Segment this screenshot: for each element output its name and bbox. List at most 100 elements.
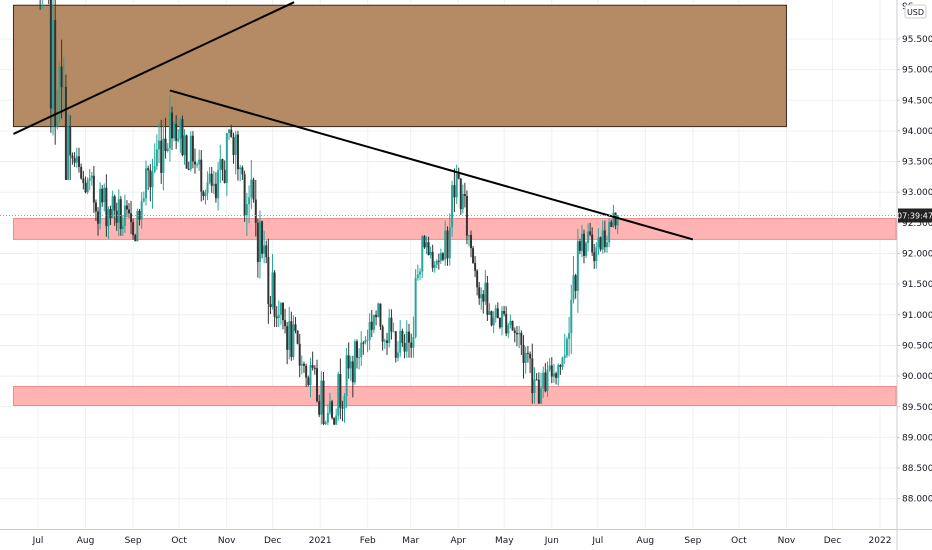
candle-up [396,352,399,358]
candle-up [158,140,161,150]
candle-down [200,159,203,192]
candle-up [405,331,408,352]
candle-up [300,363,303,366]
x-tick-label: Aug [637,536,655,546]
candle-up [219,159,222,170]
price-tag [898,208,932,223]
candle-up [533,379,536,394]
candle-down [170,112,173,139]
candle-down [446,230,449,259]
trendline[interactable] [169,89,694,241]
candle-down [550,365,553,377]
candle-up [501,310,504,328]
candle-down [362,342,365,344]
candle-down [457,173,460,179]
candle-up [606,242,609,248]
y-tick-label: 94.500 [902,96,932,106]
y-tick-label: 93.500 [902,158,932,168]
candle-down [453,185,456,198]
candle-down [69,126,72,156]
x-tick-label: Jul [591,536,603,546]
currency-label: USD [907,8,924,17]
candle-down [284,320,287,327]
y-tick-label: 92.500 [902,219,932,229]
candle-down [578,241,581,251]
candle-down [232,137,235,155]
candle-up [292,324,295,357]
candle-down [313,367,316,369]
candle-up [612,212,615,228]
candle-down [513,330,516,333]
candle-up [435,260,438,265]
candle-down [441,253,444,260]
candle-down [185,135,188,169]
candle-down [370,321,373,330]
candle-down [531,358,534,394]
candle-down [290,321,293,357]
candle-up [392,331,395,333]
candle-down [241,167,244,175]
candle-down [614,212,617,226]
candle-down [486,282,489,315]
candle-down [474,263,477,271]
x-tick-label: Sep [684,536,701,546]
candle-down [394,331,397,358]
price-axis[interactable]: 88.000 88.500 89.000 89.500 90.000 90.500 91.0… [896,0,932,550]
candle-down [603,230,606,248]
candle-up [425,242,428,248]
candle-down [476,270,479,288]
candle-down [261,221,264,254]
candle-down [356,341,359,358]
candle-down [559,365,562,367]
candle-up [234,134,237,155]
trendline[interactable] [13,1,295,135]
candle-down [101,188,104,203]
candle-down [71,155,74,159]
candle-up [88,178,91,181]
x-tick-label: Nov [218,536,236,546]
candle-down [181,119,184,156]
x-tick-label: Dec [824,536,841,546]
candle-down [221,159,224,170]
candle-down [84,182,87,193]
candle-up [570,299,573,334]
candle-down [459,178,462,210]
candle-up [587,231,590,243]
candle-down [115,210,118,223]
candle-up [546,369,549,392]
candle-down [490,311,493,326]
currency-badge[interactable] [904,4,927,19]
candle-up [324,422,327,425]
candle-up [353,341,356,383]
candle-up [360,342,363,358]
candle-up [585,242,588,256]
candle-down [202,191,205,197]
candle-up [580,233,583,251]
candle-up [488,311,491,315]
candle-down [386,340,389,343]
candle-up [99,188,102,224]
x-tick-label: Apr [450,536,466,546]
candle-down [511,320,514,331]
time-axis[interactable]: Jul Aug Sep Oct Nov Dec 2021 Feb Mar Apr May Jun Jul… [0,529,932,547]
candle-up [345,355,348,397]
candle-down [134,235,137,242]
support-zone [12,386,897,407]
candle-up [383,340,386,342]
candle-down [526,352,529,354]
candle-up [123,205,126,226]
candle-down [77,156,80,167]
candle-down [390,317,393,332]
candle-down [64,86,67,180]
x-tick-label: Oct [171,536,187,546]
candle-up [484,282,487,302]
y-tick-label: 90.500 [902,341,932,351]
candle-up [416,274,419,279]
y-tick-label: 91.000 [902,311,932,321]
candle-down [403,342,406,352]
candle-up [414,278,417,338]
candle-up [343,396,346,409]
candle-up [337,374,340,416]
y-tick-label: 90.000 [902,372,932,382]
